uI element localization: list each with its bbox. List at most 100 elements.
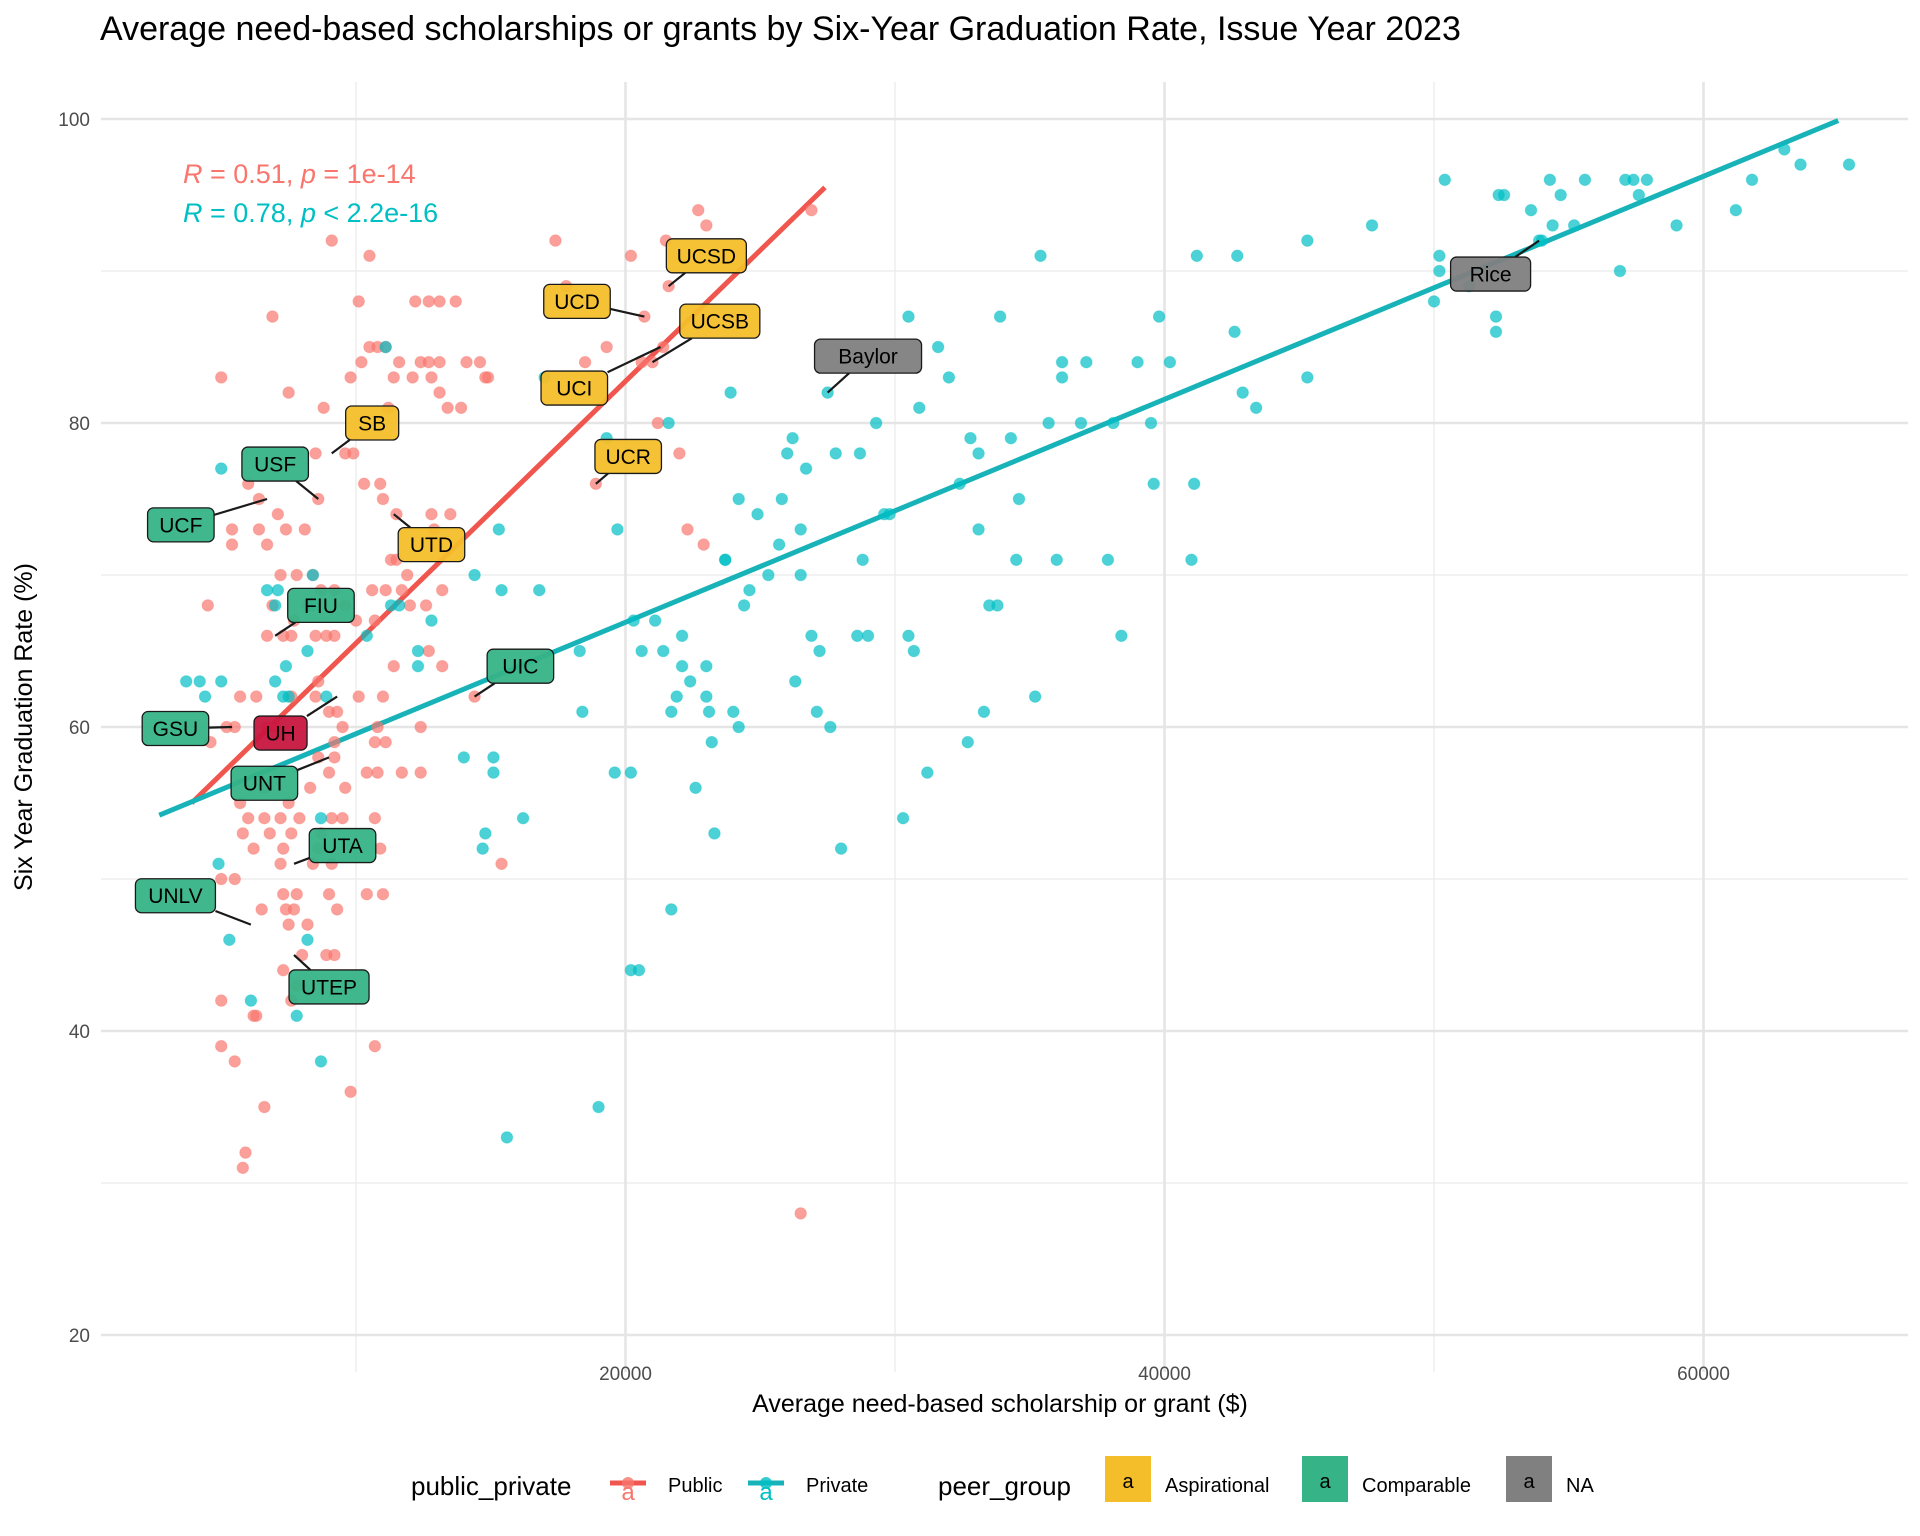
private-point bbox=[1050, 553, 1063, 567]
label-uta: UTA bbox=[308, 827, 377, 864]
public-point bbox=[406, 371, 419, 384]
private-point bbox=[1778, 143, 1791, 156]
public-point bbox=[651, 416, 665, 430]
public-point bbox=[309, 629, 322, 643]
x-tick-label: 40000 bbox=[1138, 1364, 1191, 1385]
legend-key-comparable bbox=[1302, 1456, 1348, 1502]
label-box bbox=[287, 587, 355, 624]
private-point bbox=[301, 933, 314, 947]
legend-key-glyph: a bbox=[1319, 1471, 1331, 1493]
private-point bbox=[656, 644, 670, 658]
private-point bbox=[1131, 355, 1144, 369]
private-point bbox=[665, 903, 678, 916]
public-point bbox=[495, 857, 508, 871]
private-point bbox=[1147, 477, 1161, 491]
public-point bbox=[681, 523, 694, 536]
label-box bbox=[134, 878, 217, 914]
public-point bbox=[214, 1039, 228, 1053]
axes: 20 40 60 80 100 20000 40000 60000 bbox=[58, 110, 1730, 1385]
public-point bbox=[330, 903, 344, 916]
y-tick-label: 100 bbox=[58, 110, 90, 131]
private-point bbox=[1489, 325, 1503, 339]
private-point bbox=[379, 340, 392, 354]
private-point bbox=[799, 462, 813, 475]
public-point bbox=[368, 614, 382, 627]
public-point bbox=[373, 477, 387, 491]
private-point bbox=[260, 583, 274, 597]
public-point bbox=[325, 811, 339, 825]
legend-key-glyph: a bbox=[621, 1479, 635, 1506]
public-point bbox=[479, 371, 492, 384]
public-point bbox=[249, 1009, 263, 1023]
private-point bbox=[700, 690, 713, 703]
private-point bbox=[1729, 203, 1743, 217]
public-point bbox=[352, 690, 365, 703]
public-point bbox=[433, 295, 446, 308]
public-point bbox=[433, 355, 446, 369]
public-point bbox=[395, 766, 409, 779]
label-text: UCSB bbox=[691, 311, 749, 334]
private-point bbox=[244, 994, 258, 1007]
private-point bbox=[1543, 173, 1557, 187]
private-point bbox=[1301, 234, 1314, 247]
private-point bbox=[573, 644, 586, 658]
private-point bbox=[479, 827, 492, 840]
public-point bbox=[363, 249, 376, 263]
legend-key-na bbox=[1506, 1456, 1552, 1502]
private-point bbox=[314, 1055, 328, 1068]
public-point bbox=[549, 234, 562, 247]
private-point bbox=[775, 492, 789, 506]
label-rice: Rice bbox=[1449, 256, 1532, 292]
label-connector bbox=[1514, 239, 1540, 258]
label-box bbox=[308, 827, 377, 864]
public-point bbox=[293, 811, 306, 825]
private-point bbox=[1632, 188, 1646, 202]
private-point bbox=[384, 599, 398, 612]
private-point bbox=[1009, 553, 1023, 567]
public-point bbox=[290, 568, 304, 582]
public-point bbox=[408, 295, 422, 308]
public-point bbox=[309, 447, 322, 460]
y-axis-title: Six Year Graduation Rate (%) bbox=[10, 563, 38, 891]
public-point bbox=[379, 583, 392, 597]
public-point bbox=[387, 659, 401, 673]
public-point bbox=[214, 872, 228, 886]
public-point bbox=[303, 781, 317, 795]
private-point bbox=[1228, 325, 1241, 339]
label-connector bbox=[295, 480, 319, 500]
public-point bbox=[444, 507, 457, 521]
public-point bbox=[379, 735, 392, 749]
public-point bbox=[325, 234, 339, 247]
label-text: UTA bbox=[322, 835, 362, 858]
public-point bbox=[371, 766, 384, 779]
private-point bbox=[306, 568, 320, 582]
private-point bbox=[1106, 416, 1120, 430]
public-point bbox=[258, 1100, 271, 1114]
public-point bbox=[201, 599, 215, 612]
label-sb: SB bbox=[345, 405, 400, 441]
private-point bbox=[492, 523, 506, 536]
label-uh: UH bbox=[253, 715, 308, 751]
private-point bbox=[732, 720, 745, 734]
public-point bbox=[384, 553, 398, 567]
label-box bbox=[288, 969, 370, 1005]
legend-key-point-public bbox=[622, 1477, 634, 1489]
label-text: UCF bbox=[159, 514, 202, 537]
y-tick-label: 40 bbox=[69, 1022, 90, 1043]
public-point bbox=[295, 948, 309, 962]
private-point bbox=[896, 811, 910, 825]
private-point bbox=[268, 675, 282, 688]
private-point bbox=[972, 447, 985, 460]
private-point bbox=[1497, 188, 1511, 202]
public-point bbox=[236, 1161, 250, 1175]
public-point bbox=[449, 295, 463, 308]
private-point bbox=[727, 705, 740, 719]
public-point bbox=[365, 583, 379, 597]
public-point bbox=[395, 583, 409, 597]
private-point bbox=[794, 568, 807, 582]
public-point bbox=[700, 219, 713, 232]
private-point bbox=[457, 751, 471, 764]
label-text: FIU bbox=[304, 595, 338, 618]
private-point bbox=[1185, 553, 1198, 567]
private-point bbox=[1427, 295, 1441, 308]
